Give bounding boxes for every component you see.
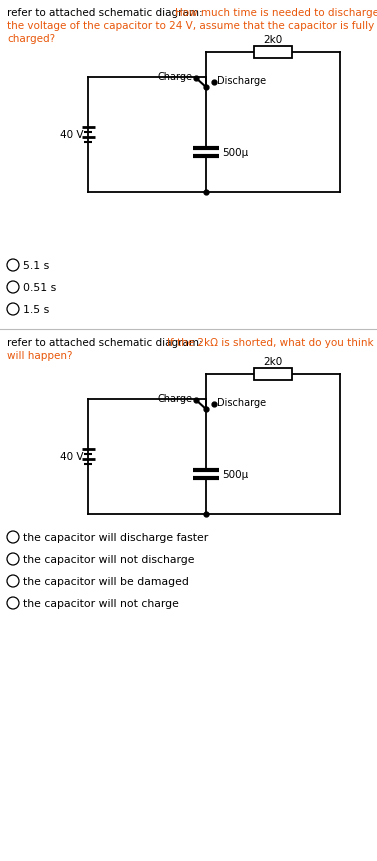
- Text: If the 2kΩ is shorted, what do you think: If the 2kΩ is shorted, what do you think: [167, 338, 374, 348]
- Text: refer to attached schematic diagram:: refer to attached schematic diagram:: [7, 8, 209, 18]
- Text: the voltage of the capacitor to 24 V, assume that the capacitor is fully: the voltage of the capacitor to 24 V, as…: [7, 21, 374, 31]
- Text: 40 V: 40 V: [60, 452, 83, 462]
- Text: Discharge: Discharge: [217, 76, 266, 86]
- Text: Charge: Charge: [158, 393, 193, 404]
- Text: How much time is needed to discharge: How much time is needed to discharge: [175, 8, 377, 18]
- Text: 1.5 s: 1.5 s: [23, 305, 49, 314]
- Text: 500μ: 500μ: [222, 148, 248, 158]
- Text: the capacitor will discharge faster: the capacitor will discharge faster: [23, 532, 208, 542]
- Text: the capacitor will not charge: the capacitor will not charge: [23, 598, 179, 608]
- Bar: [254, 369, 292, 381]
- Text: Discharge: Discharge: [217, 398, 266, 407]
- Text: charged?: charged?: [7, 34, 55, 44]
- Text: refer to attached schematic diagram:: refer to attached schematic diagram:: [7, 338, 206, 348]
- Text: will happen?: will happen?: [7, 350, 72, 361]
- Text: 0.51 s: 0.51 s: [23, 282, 56, 293]
- Text: the capacitor will not discharge: the capacitor will not discharge: [23, 554, 195, 564]
- Text: 5.1 s: 5.1 s: [23, 261, 49, 270]
- Text: 2k0: 2k0: [264, 35, 283, 45]
- Text: the capacitor will be damaged: the capacitor will be damaged: [23, 576, 189, 586]
- Text: 40 V: 40 V: [60, 130, 83, 140]
- Bar: [254, 47, 292, 59]
- Text: 500μ: 500μ: [222, 469, 248, 480]
- Text: 2k0: 2k0: [264, 356, 283, 367]
- Text: Charge: Charge: [158, 72, 193, 82]
